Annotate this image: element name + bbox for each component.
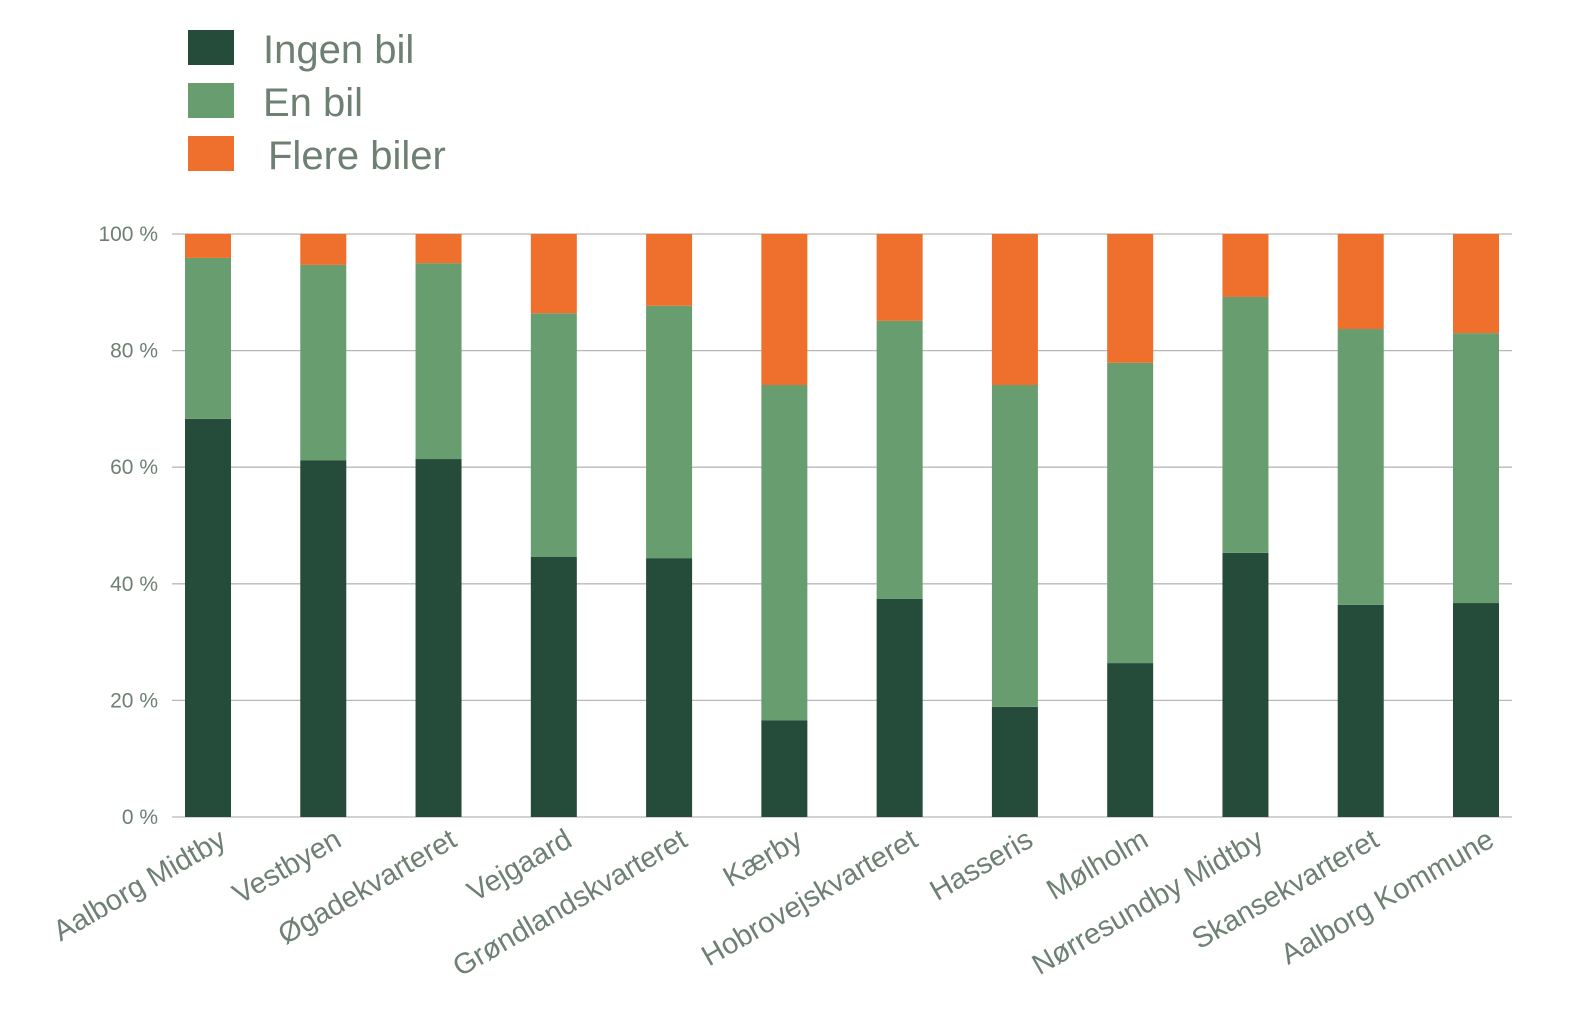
bar-segment [185, 257, 231, 419]
bar-segment [1337, 234, 1384, 330]
y-tick-label: 100 % [98, 223, 158, 246]
legend-label: Flere biler [268, 134, 446, 178]
bar-segment [185, 234, 231, 258]
bar-segment [1107, 663, 1154, 817]
bar-segment [876, 598, 923, 817]
bar-segment [1453, 234, 1499, 334]
bar-segment [646, 234, 693, 306]
bar-segment [1453, 333, 1499, 604]
legend-label: En bil [263, 81, 363, 125]
bar-segment [185, 418, 231, 817]
bar-segment [300, 234, 347, 265]
legend-item: Flere biler [188, 134, 446, 178]
bar-segment [876, 320, 923, 599]
legend-label: Ingen bil [263, 28, 414, 72]
y-tick-label: 80 % [110, 340, 158, 363]
legend-swatch [188, 136, 234, 171]
bar-segment [1222, 552, 1269, 817]
bar-segment [415, 459, 462, 817]
y-tick-label: 20 % [110, 689, 158, 712]
bar-segment [415, 234, 462, 264]
bar-segment [1222, 234, 1269, 297]
bar-segment [991, 384, 1038, 707]
bar-segment [761, 720, 808, 817]
bar-segment [1337, 604, 1384, 817]
bar-segment [1222, 296, 1269, 553]
y-tick-label: 60 % [110, 456, 158, 479]
x-tick-label: Skansekvarteret [1187, 823, 1384, 955]
x-tick-label: Hasseris [925, 823, 1039, 907]
legend-swatch [188, 83, 234, 118]
y-tick-label: 40 % [110, 573, 158, 596]
x-tick-label: Kærby [718, 823, 808, 894]
bar-segment [300, 264, 347, 461]
x-tick-label: Aalborg Midtby [48, 823, 232, 948]
bar-segment [1107, 234, 1154, 363]
bar-segment [991, 706, 1038, 817]
legend-swatch [188, 30, 234, 65]
bar-segment [300, 460, 347, 817]
x-tick-label: Hobrovejskvarteret [696, 823, 923, 972]
bar-segment [761, 234, 808, 385]
x-tick-label: Aalborg Kommune [1275, 823, 1499, 971]
bar-segment [530, 556, 577, 817]
bar-segment [761, 384, 808, 721]
legend-item: En bil [188, 81, 363, 125]
y-tick-label: 0 % [122, 806, 158, 829]
bar-segment [1453, 603, 1499, 817]
legend-item: Ingen bil [188, 28, 414, 72]
bar-segment [530, 234, 577, 314]
bar-segment [1337, 329, 1384, 605]
bar-segment [646, 558, 693, 817]
bar-segment [876, 234, 923, 321]
bar-segment [530, 313, 577, 557]
bar-segment [646, 305, 693, 559]
bar-segment [1107, 362, 1154, 664]
bar-segment [415, 263, 462, 460]
bar-segment [991, 234, 1038, 385]
